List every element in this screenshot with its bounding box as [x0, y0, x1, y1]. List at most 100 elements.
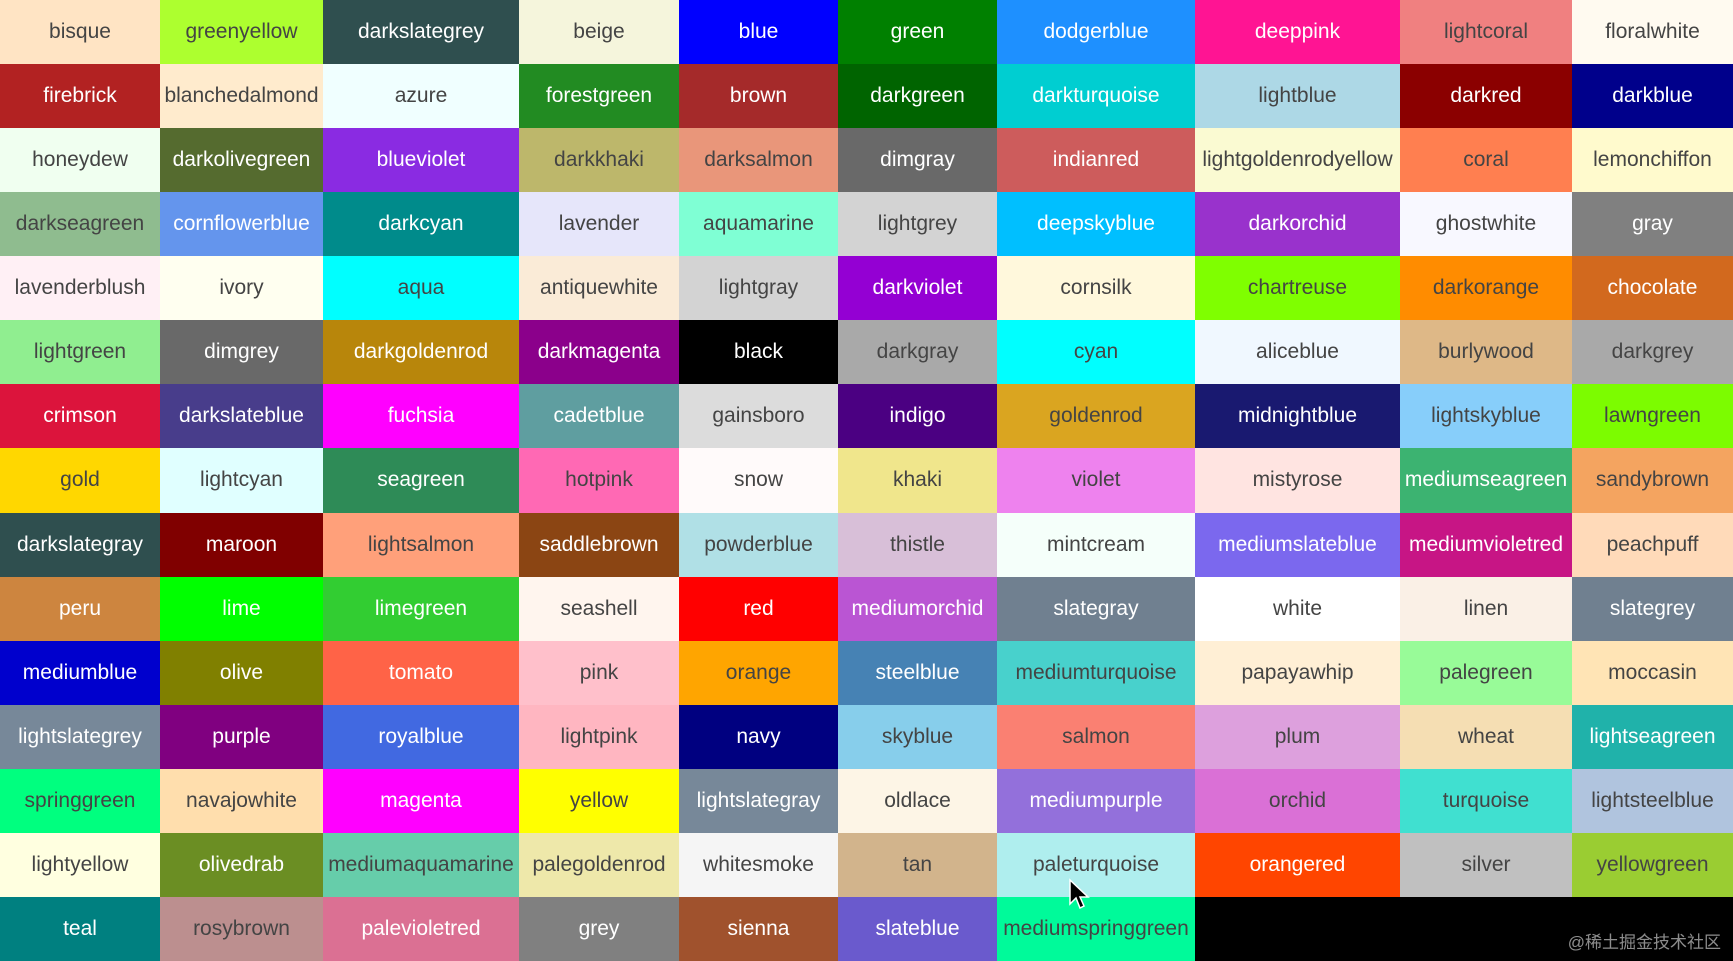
color-swatch-olivedrab: olivedrab	[160, 832, 323, 897]
color-swatch-darkgray: darkgray	[838, 320, 997, 385]
color-swatch-mediumturquoise: mediumturquoise	[997, 640, 1195, 705]
color-swatch-cadetblue: cadetblue	[519, 384, 679, 449]
color-swatch-hotpink: hotpink	[519, 448, 679, 513]
color-swatch-lightcoral: lightcoral	[1400, 0, 1572, 65]
color-swatch-darkslategrey: darkslategrey	[323, 0, 519, 65]
color-swatch-burlywood: burlywood	[1400, 320, 1572, 385]
color-swatch-crimson: crimson	[0, 384, 160, 449]
color-swatch-palegoldenrod: palegoldenrod	[519, 832, 679, 897]
color-swatch-darkslategray: darkslategray	[0, 512, 160, 577]
color-swatch-bisque: bisque	[0, 0, 160, 65]
color-swatch-beige: beige	[519, 0, 679, 65]
color-swatch-goldenrod: goldenrod	[997, 384, 1195, 449]
color-swatch-lightgoldenrodyellow: lightgoldenrodyellow	[1195, 128, 1400, 193]
color-swatch-mistyrose: mistyrose	[1195, 448, 1400, 513]
color-swatch-steelblue: steelblue	[838, 640, 997, 705]
color-swatch-lime: lime	[160, 576, 323, 641]
color-swatch-mediumseagreen: mediumseagreen	[1400, 448, 1572, 513]
color-swatch-deeppink: deeppink	[1195, 0, 1400, 65]
color-swatch-tan: tan	[838, 832, 997, 897]
color-swatch-indigo: indigo	[838, 384, 997, 449]
color-swatch-lightgrey: lightgrey	[838, 192, 997, 257]
color-swatch-lightsteelblue: lightsteelblue	[1572, 768, 1733, 833]
color-swatch-aqua: aqua	[323, 256, 519, 321]
color-swatch-lightseagreen: lightseagreen	[1572, 704, 1733, 769]
color-swatch-blueviolet: blueviolet	[323, 128, 519, 193]
color-swatch-aliceblue: aliceblue	[1195, 320, 1400, 385]
color-swatch-antiquewhite: antiquewhite	[519, 256, 679, 321]
color-swatch-skyblue: skyblue	[838, 704, 997, 769]
color-swatch-cyan: cyan	[997, 320, 1195, 385]
color-swatch-coral: coral	[1400, 128, 1572, 193]
color-swatch-thistle: thistle	[838, 512, 997, 577]
color-swatch-darkorchid: darkorchid	[1195, 192, 1400, 257]
watermark: @稀土掘金技术社区	[1567, 933, 1721, 952]
color-swatch-gold: gold	[0, 448, 160, 513]
color-swatch-ivory: ivory	[160, 256, 323, 321]
color-swatch-paleturquoise: paleturquoise	[997, 832, 1195, 897]
color-swatch-lightcyan: lightcyan	[160, 448, 323, 513]
color-swatch-red: red	[679, 576, 838, 641]
color-swatch-slategray: slategray	[997, 576, 1195, 641]
color-swatch-papayawhip: papayawhip	[1195, 640, 1400, 705]
color-swatch-lightblue: lightblue	[1195, 64, 1400, 129]
color-swatch-dimgrey: dimgrey	[160, 320, 323, 385]
color-swatch-lightyellow: lightyellow	[0, 832, 160, 897]
color-swatch-darkkhaki: darkkhaki	[519, 128, 679, 193]
color-swatch-limegreen: limegreen	[323, 576, 519, 641]
color-swatch-darkcyan: darkcyan	[323, 192, 519, 257]
color-swatch-darksalmon: darksalmon	[679, 128, 838, 193]
color-swatch-floralwhite: floralwhite	[1572, 0, 1733, 65]
color-swatch-darkblue: darkblue	[1572, 64, 1733, 129]
color-swatch-navajowhite: navajowhite	[160, 768, 323, 833]
color-swatch-darkturquoise: darkturquoise	[997, 64, 1195, 129]
color-swatch-seagreen: seagreen	[323, 448, 519, 513]
color-swatch-dodgerblue: dodgerblue	[997, 0, 1195, 65]
color-swatch-aquamarine: aquamarine	[679, 192, 838, 257]
color-swatch-darkviolet: darkviolet	[838, 256, 997, 321]
color-swatch-lightslategray: lightslategray	[679, 768, 838, 833]
color-swatch-mediumslateblue: mediumslateblue	[1195, 512, 1400, 577]
color-swatch-turquoise: turquoise	[1400, 768, 1572, 833]
color-swatch-darkseagreen: darkseagreen	[0, 192, 160, 257]
color-swatch-lightskyblue: lightskyblue	[1400, 384, 1572, 449]
color-swatch-purple: purple	[160, 704, 323, 769]
color-swatch-wheat: wheat	[1400, 704, 1572, 769]
color-swatch-rosybrown: rosybrown	[160, 896, 323, 961]
color-swatch-saddlebrown: saddlebrown	[519, 512, 679, 577]
color-swatch-darkgreen: darkgreen	[838, 64, 997, 129]
color-swatch-darkslateblue: darkslateblue	[160, 384, 323, 449]
color-swatch-lightslategrey: lightslategrey	[0, 704, 160, 769]
color-swatch-sandybrown: sandybrown	[1572, 448, 1733, 513]
color-swatch-gainsboro: gainsboro	[679, 384, 838, 449]
color-swatch-lemonchiffon: lemonchiffon	[1572, 128, 1733, 193]
color-swatch-peru: peru	[0, 576, 160, 641]
color-swatch-yellow: yellow	[519, 768, 679, 833]
color-swatch-palegreen: palegreen	[1400, 640, 1572, 705]
color-swatch-midnightblue: midnightblue	[1195, 384, 1400, 449]
color-swatch-teal: teal	[0, 896, 160, 961]
color-swatch-lavender: lavender	[519, 192, 679, 257]
color-swatch-mediumvioletred: mediumvioletred	[1400, 512, 1572, 577]
color-swatch-lightgreen: lightgreen	[0, 320, 160, 385]
color-swatch-snow: snow	[679, 448, 838, 513]
color-swatch-lightpink: lightpink	[519, 704, 679, 769]
color-swatch-ghostwhite: ghostwhite	[1400, 192, 1572, 257]
color-swatch-cornflowerblue: cornflowerblue	[160, 192, 323, 257]
color-swatch-moccasin: moccasin	[1572, 640, 1733, 705]
color-swatch-slategrey: slategrey	[1572, 576, 1733, 641]
color-swatch-honeydew: honeydew	[0, 128, 160, 193]
color-swatch-whitesmoke: whitesmoke	[679, 832, 838, 897]
color-swatch-springgreen: springgreen	[0, 768, 160, 833]
color-swatch-tomato: tomato	[323, 640, 519, 705]
color-swatch-darkgoldenrod: darkgoldenrod	[323, 320, 519, 385]
color-swatch-yellowgreen: yellowgreen	[1572, 832, 1733, 897]
color-swatch-indianred: indianred	[997, 128, 1195, 193]
color-swatch-peachpuff: peachpuff	[1572, 512, 1733, 577]
color-swatch-palevioletred: palevioletred	[323, 896, 519, 961]
color-swatch-gray: gray	[1572, 192, 1733, 257]
mouse-pointer-icon	[1069, 878, 1090, 910]
color-swatch-cornsilk: cornsilk	[997, 256, 1195, 321]
color-swatch-lightsalmon: lightsalmon	[323, 512, 519, 577]
